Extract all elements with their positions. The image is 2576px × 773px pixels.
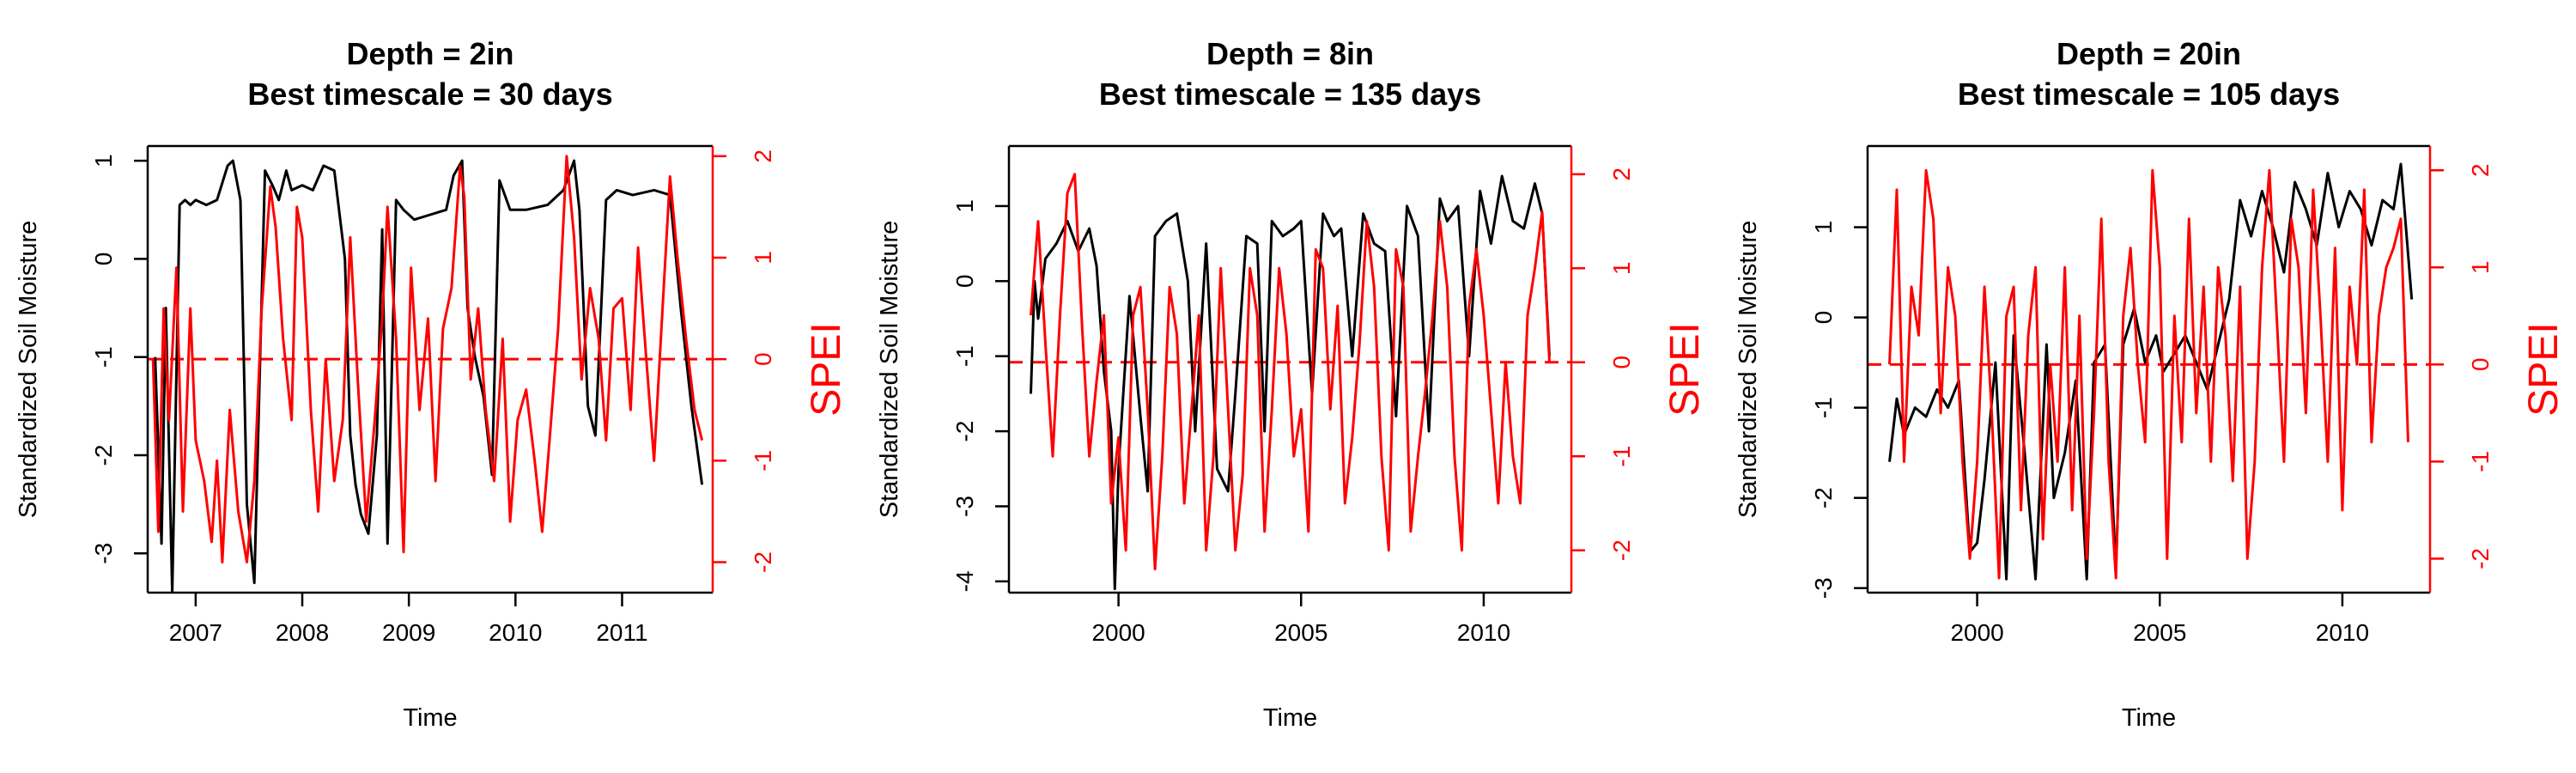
y-tick-label: -1 <box>1810 397 1837 418</box>
y-axis-label: Standardized Soil Moisture <box>1735 221 1762 519</box>
y-tick-label: -4 <box>951 570 978 592</box>
y-axis-label: Standardized Soil Moisture <box>15 221 42 519</box>
y-tick-label: 0 <box>90 253 117 266</box>
y-tick-label: -3 <box>951 496 978 517</box>
chart-subtitle: Best timescale = 105 days <box>1958 76 2340 112</box>
chart-panel-1: Depth = 2in Best timescale = 30 days 2007 2… <box>15 36 849 732</box>
chart-panel-2: Depth = 8in Best timescale = 135 days 2000… <box>876 36 1708 732</box>
chart-title: Depth = 8in <box>1206 36 1374 71</box>
y2-tick-label: 1 <box>750 251 776 265</box>
spei-series-line <box>151 155 704 563</box>
y-tick-label: 1 <box>951 199 978 213</box>
y2-tick-label: 0 <box>1608 356 1635 369</box>
y2-tick-label: -2 <box>1608 539 1635 561</box>
x-tick-label: 2000 <box>1091 619 1145 646</box>
chart-title: Depth = 20in <box>2057 36 2241 71</box>
y2-axis-label: SPEI <box>2521 322 2567 416</box>
y-tick-label: 1 <box>90 154 117 167</box>
y2-tick-label: -2 <box>2467 548 2494 569</box>
x-tick-label: 2005 <box>1274 619 1327 646</box>
x-tick-label: 2005 <box>2133 619 2186 646</box>
x-tick-label: 2010 <box>1457 619 1510 646</box>
y-tick-label: 1 <box>1810 221 1837 234</box>
y2-tick-label: 0 <box>750 352 776 366</box>
y2-tick-label: 2 <box>1608 167 1635 181</box>
y2-tick-label: 2 <box>2467 163 2494 177</box>
y-tick-label: -2 <box>1810 487 1837 508</box>
x-tick-label: 2010 <box>489 619 542 646</box>
y-tick-label: 0 <box>1810 311 1837 325</box>
soil-moisture-series-line <box>1030 174 1551 591</box>
y2-axis-label: SPEI <box>1662 322 1708 416</box>
y2-axis-label: SPEI <box>804 322 849 416</box>
spei-series-line <box>1030 173 1551 571</box>
x-tick-label: 2008 <box>276 619 329 646</box>
y2-tick-label: -1 <box>2467 451 2494 472</box>
x-axis-label: Time <box>403 704 457 732</box>
x-axis-label: Time <box>1263 704 1317 732</box>
y-tick-label: -1 <box>951 345 978 367</box>
soil-moisture-series-line <box>1888 162 2414 581</box>
x-tick-label: 2010 <box>2316 619 2369 646</box>
y-tick-label: -2 <box>951 421 978 442</box>
x-tick-label: 2011 <box>596 619 647 646</box>
x-tick-label: 2009 <box>382 619 435 646</box>
chart-title: Depth = 2in <box>346 36 513 71</box>
y2-tick-label: -1 <box>750 450 776 472</box>
x-axis-label: Time <box>2122 704 2176 732</box>
y-tick-label: -2 <box>90 445 117 466</box>
x-tick-label: 2000 <box>1950 619 2003 646</box>
y2-tick-label: 2 <box>750 149 776 163</box>
y2-tick-label: -1 <box>1608 446 1635 467</box>
y2-tick-label: 1 <box>2467 261 2494 275</box>
y-tick-label: -3 <box>1810 577 1837 599</box>
y-tick-label: 0 <box>951 275 978 289</box>
y-tick-label: -1 <box>90 346 117 368</box>
y2-tick-label: 0 <box>2467 358 2494 372</box>
y-tick-label: -3 <box>90 543 117 564</box>
soil-moisture-series-line <box>154 159 704 593</box>
chart-subtitle: Best timescale = 135 days <box>1099 76 1481 112</box>
y2-tick-label: -2 <box>750 551 776 573</box>
chart-subtitle: Best timescale = 30 days <box>247 76 612 112</box>
y-axis-label: Standardized Soil Moisture <box>876 221 903 519</box>
y2-tick-label: 1 <box>1608 262 1635 276</box>
x-tick-label: 2007 <box>169 619 222 646</box>
spei-series-line <box>1888 168 2409 580</box>
